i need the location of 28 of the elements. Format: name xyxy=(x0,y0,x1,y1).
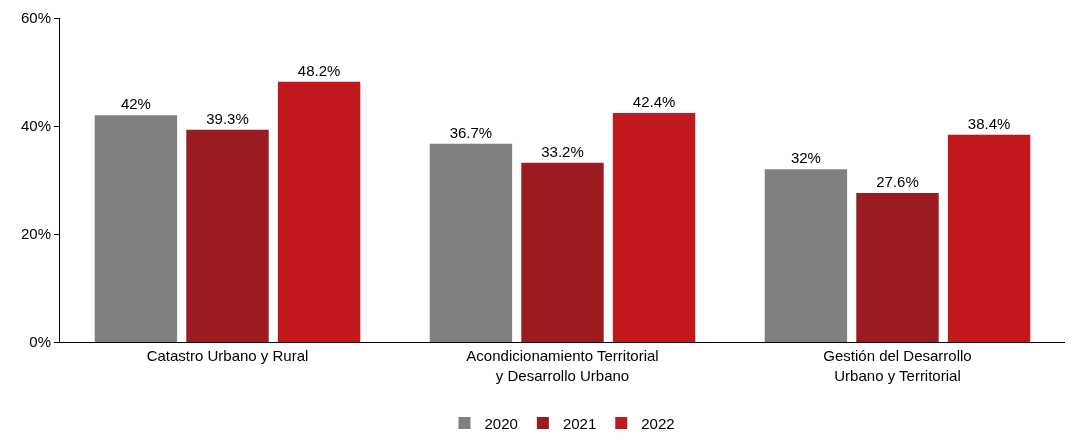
y-tick-label: 60% xyxy=(20,9,51,27)
legend-label: 2020 xyxy=(484,414,518,432)
data-label: 32% xyxy=(790,149,821,167)
data-label: 48.2% xyxy=(297,61,341,79)
bar xyxy=(612,113,696,342)
data-label: 33.2% xyxy=(541,142,584,160)
bar xyxy=(764,169,848,342)
x-tick-label: Acondicionamiento Territorial y Desarrollo Urbano xyxy=(466,347,659,384)
data-label: 38.4% xyxy=(967,114,1011,132)
bar xyxy=(186,129,269,342)
bar xyxy=(856,192,939,342)
data-label: 27.6% xyxy=(876,172,919,190)
bar xyxy=(521,162,604,342)
data-label: 39.3% xyxy=(206,109,249,127)
legend-label: 2022 xyxy=(641,414,675,432)
bar xyxy=(429,143,513,342)
data-label: 42% xyxy=(120,95,151,113)
y-tick-label: 0% xyxy=(29,333,51,351)
y-tick-label: 20% xyxy=(20,225,51,243)
bar xyxy=(947,134,1031,342)
bar xyxy=(277,81,361,342)
y-tick-label: 40% xyxy=(20,117,51,135)
data-label: 36.7% xyxy=(449,123,493,141)
bar xyxy=(94,115,178,342)
data-label: 42.4% xyxy=(632,93,676,111)
x-tick-label: Catastro Urbano y Rural xyxy=(146,347,309,364)
x-tick-label: Gestión del Desarrollo Urbano y Territorial xyxy=(823,347,972,384)
legend-label: 2021 xyxy=(562,414,597,432)
